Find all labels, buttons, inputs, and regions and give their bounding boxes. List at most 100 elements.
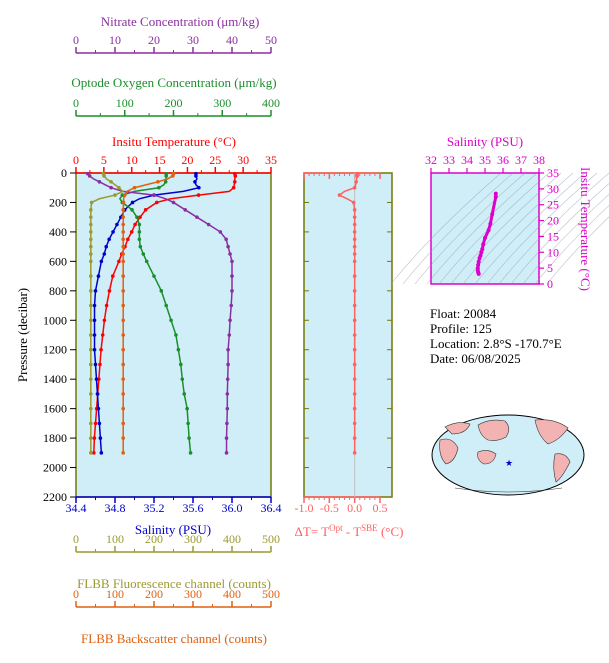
delta-t-panel-bg — [303, 172, 393, 498]
ts-salinity-tick-label: 35 — [479, 153, 491, 167]
flbb-fluorescence-point — [89, 215, 93, 219]
delta-t-tick-label: -1.0 — [295, 501, 314, 515]
temperature-tick-label: 30 — [237, 153, 249, 167]
flbb-fluorescence-point — [89, 200, 94, 205]
salinity-point — [197, 185, 201, 190]
nitrate-point — [227, 333, 232, 337]
float-location-marker: ★ — [505, 458, 513, 468]
flbb-fluorescence-point — [89, 222, 93, 227]
salinity-point — [92, 347, 97, 352]
oxygen-point — [157, 185, 161, 190]
insitu-temperature-point — [100, 333, 105, 337]
oxygen-point — [179, 362, 183, 367]
salinity-point — [99, 451, 104, 455]
salinity-point — [93, 362, 98, 367]
insitu-temperature-point — [196, 193, 201, 197]
flbb-fluorescence-point — [89, 347, 93, 352]
flbb-backscatter-point — [121, 406, 125, 411]
delta-t-point — [352, 252, 357, 256]
salinity-point — [95, 392, 100, 396]
map-land-africa — [439, 438, 459, 465]
salinity-point — [111, 230, 115, 234]
ts-salinity-tick-label: 36 — [497, 153, 509, 167]
oxygen-point — [138, 244, 143, 249]
salinity-line — [93, 173, 201, 453]
main-panel-bg — [75, 172, 272, 498]
nitrate-point — [152, 193, 156, 197]
nitrate-point — [230, 289, 234, 293]
delta-t-point — [352, 185, 357, 190]
flbb-backscatter-point — [121, 333, 125, 337]
ts-density-contour — [390, 172, 502, 285]
pressure-tick-label: 1200 — [43, 343, 67, 357]
flbb-fluorescence-point — [89, 333, 93, 337]
delta-t-point — [352, 436, 357, 440]
flbb-backscatter-point — [121, 237, 125, 242]
flbb-backscatter-point — [121, 244, 125, 249]
oxygen-point — [185, 406, 189, 411]
nitrate-point — [206, 222, 211, 227]
flbb-backscatter-point — [121, 215, 125, 219]
oxygen-point — [174, 333, 178, 337]
ts-density-contour — [414, 172, 526, 285]
salinity-tick-label: 36.4 — [261, 501, 282, 515]
nitrate-tick-label: 40 — [226, 33, 238, 47]
salinity-point — [102, 252, 107, 256]
delta-t-point — [352, 230, 357, 234]
flbb-backscatter-point — [121, 208, 125, 212]
delta-t-point — [352, 347, 357, 352]
delta-t-tick-label: 0.0 — [347, 501, 362, 515]
nitrate-point — [109, 185, 113, 190]
oxygen-point — [135, 215, 139, 219]
flbb-fluorescence-line — [90, 173, 125, 453]
flbb-fluorescence-point — [89, 421, 93, 426]
salinity-point — [93, 289, 98, 293]
ts-temperature-tick-label: 25 — [547, 198, 559, 212]
pressure-tick-label: 1400 — [43, 372, 67, 386]
oxygen-point — [169, 318, 173, 323]
flbb-backscatter-line — [122, 173, 175, 453]
backscatter-tick-label: 100 — [106, 587, 124, 601]
flbb-fluorescence-point — [89, 230, 93, 234]
flbb-backscatter-point — [121, 421, 125, 426]
nitrate-point — [226, 347, 230, 352]
ts-salinity-tick-label: 37 — [515, 153, 527, 167]
fluorescence-tick-label: 400 — [223, 532, 241, 546]
nitrate-point — [228, 318, 232, 323]
insitu-temperature-point — [107, 289, 112, 293]
pressure-tick-label: 2000 — [43, 461, 67, 475]
nitrate-axis-title: Nitrate Concentration (μm/kg) — [101, 14, 260, 29]
ts-density-contour — [402, 172, 514, 285]
ts-salinity-tick-label: 32 — [425, 153, 437, 167]
map-land-north-america — [534, 419, 569, 445]
pressure-tick-label: 1600 — [43, 402, 67, 416]
delta-t-point — [337, 193, 342, 197]
insitu-temperature-point — [233, 174, 238, 178]
delta-t-point — [352, 362, 357, 367]
delta-t-point — [352, 222, 357, 227]
flbb-backscatter-point — [121, 303, 125, 308]
oxygen-point — [163, 180, 168, 184]
pressure-axis-title: Pressure (decibar) — [15, 288, 30, 382]
insitu-temperature-point — [133, 222, 137, 227]
delta-t-point — [352, 406, 357, 411]
insitu-temperature-point — [99, 347, 103, 352]
ts-profile-point — [476, 262, 481, 267]
oxygen-tick-label: 300 — [213, 96, 231, 110]
backscatter-tick-label: 400 — [223, 587, 241, 601]
salinity-point — [94, 377, 99, 381]
ts-profile-point — [493, 194, 498, 199]
flbb-fluorescence-point — [89, 362, 93, 367]
ts-profile-point — [479, 250, 484, 255]
ts-profile-point — [480, 247, 485, 252]
ts-salinity-tick-label: 33 — [443, 153, 455, 167]
nitrate-line — [87, 173, 233, 453]
delta-t-point — [352, 208, 357, 212]
info-profile: Profile: 125 — [430, 321, 492, 336]
flbb-backscatter-point — [121, 318, 125, 323]
insitu-temperature-point — [110, 274, 115, 278]
ts-panel-bg — [430, 172, 540, 285]
nitrate-point — [228, 252, 232, 256]
flbb-backscatter-point — [121, 252, 125, 256]
